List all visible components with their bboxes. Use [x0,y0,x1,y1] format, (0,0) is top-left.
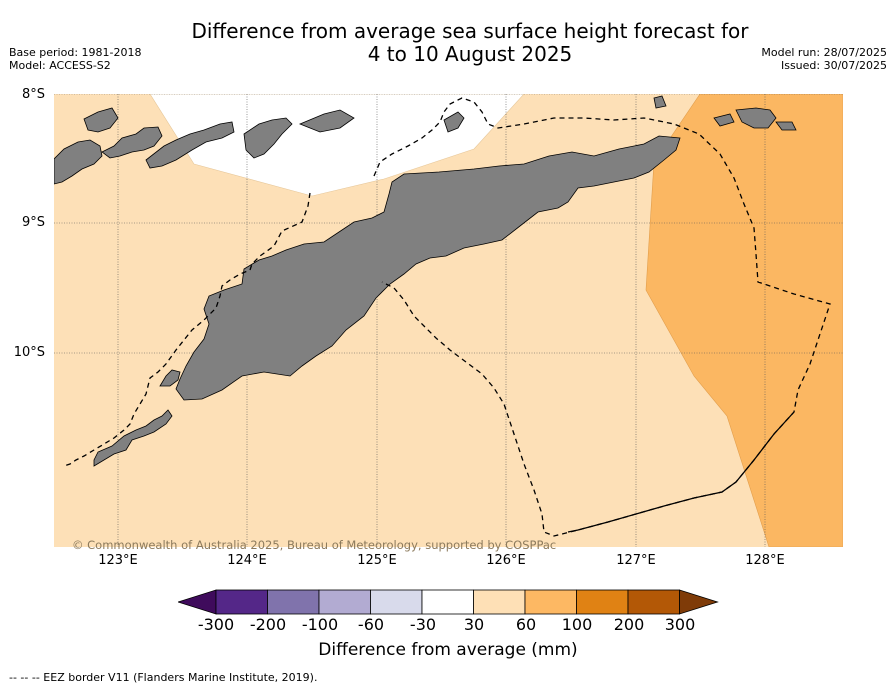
eez-border [63,97,831,537]
meta-right: Model run: 28/07/2025 Issued: 30/07/2025 [761,46,887,72]
pantar-island [101,126,163,159]
wetar-island [298,109,355,133]
colorbar-segment [576,589,629,615]
colorbar-tick: 300 [664,615,696,634]
colorbar-tick: -100 [301,615,339,634]
alor-island [54,139,103,185]
lon-label-124e: 124°E [227,553,267,568]
lat-label-8s: 8°S [21,87,45,102]
colorbar-segment [267,589,320,615]
colorbar-extend-high [679,589,719,615]
anomaly-band-neutral [149,94,525,197]
lon-label-127e: 127°E [616,553,656,568]
eez-border-solid [567,411,795,533]
model-name: Model: ACCESS-S2 [9,59,111,72]
lon-label-125e: 125°E [357,553,397,568]
colorbar [178,589,719,615]
lon-label-128e: 128°E [745,553,785,568]
title-line-1: Difference from average sea surface heig… [191,19,749,43]
colorbar-segment [421,589,474,615]
map-title: Difference from average sea surface heig… [0,20,896,66]
model-run: Model run: 28/07/2025 [761,46,887,59]
lat-label-10s: 10°S [13,345,45,360]
colorbar-tick: -300 [197,615,235,634]
colorbar-tick: -60 [357,615,385,634]
colorbar-tick: -200 [249,615,287,634]
colorbar-extend-low [178,589,217,615]
colorbar-label: Difference from average (mm) [318,640,578,660]
lon-label-126e: 126°E [486,553,526,568]
land [54,95,797,467]
timor-island [175,135,681,401]
title-line-2: 4 to 10 August 2025 [367,42,573,66]
small-island-a [443,111,465,133]
semau-island [159,369,181,387]
colorbar-tick: 60 [515,615,537,634]
wetar-west [83,107,119,133]
colorbar-segment [370,589,423,615]
lon-label-123e: 123°E [98,553,138,568]
colorbar-segment [524,589,577,615]
meta-left: Base period: 1981-2018 Model: ACCESS-S2 [9,46,141,72]
rote-island [93,409,173,467]
atauro-island [243,117,293,159]
colorbar-segment [473,589,526,615]
issued-date: Issued: 30/07/2025 [780,59,887,72]
eez-footnote: -- -- -- EEZ border V11 (Flanders Marine… [9,671,318,684]
anomaly-band-60-100 [645,94,843,547]
colorbar-tick: 100 [561,615,593,634]
colorbar-tick: -30 [409,615,437,634]
colorbar-tick: 200 [613,615,645,634]
kisar-island [713,113,735,127]
map-panel [54,94,843,547]
leti-island [735,107,777,129]
colorbar-tick: 30 [463,615,485,634]
alor-east [145,121,235,169]
colorbar-segment [318,589,371,615]
colorbar-segment [215,589,268,615]
copyright-notice: © Commonwealth of Australia 2025, Bureau… [72,538,557,552]
small-island-b [653,95,667,109]
moa-island [775,121,797,131]
base-period: Base period: 1981-2018 [9,46,142,59]
colorbar-segment [627,589,680,615]
lat-label-9s: 9°S [21,215,45,230]
